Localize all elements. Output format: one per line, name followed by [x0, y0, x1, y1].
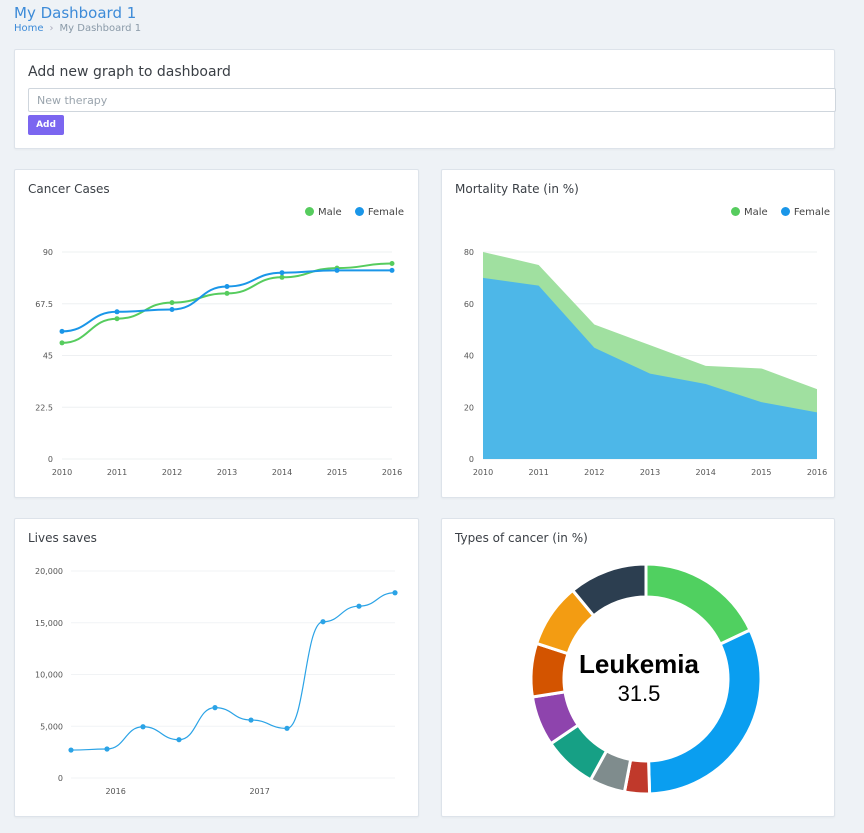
chart-title: Cancer Cases: [28, 182, 110, 196]
x-tick-label: 2015: [751, 468, 771, 477]
pie-slice: [570, 562, 648, 618]
breadcrumb: Home › My Dashboard 1: [14, 23, 141, 34]
legend-label: Female: [793, 207, 830, 218]
mortality-rate-card: Mortality Rate (in %) Male Female 0 20 40 6…: [441, 169, 835, 498]
data-point: [169, 307, 175, 312]
y-tick-label: 40: [464, 352, 474, 361]
new-therapy-input[interactable]: [28, 88, 836, 112]
x-tick-label: 2010: [473, 468, 493, 477]
x-tick-label: 2011: [528, 468, 548, 477]
chart-title: Types of cancer (in %): [455, 531, 588, 545]
data-point: [392, 590, 398, 596]
x-tick-label: 2016: [382, 468, 402, 477]
legend-item-male[interactable]: Male: [304, 207, 342, 218]
legend-label: Female: [367, 207, 404, 218]
legend-dot: [354, 207, 364, 216]
x-tick-label: 2015: [327, 468, 347, 477]
series-line-female: [61, 269, 392, 333]
y-tick-label: 20: [464, 403, 474, 412]
x-tick-label: 2012: [584, 468, 604, 477]
mortality-rate-chart: 0 20 40 60 80 2010 2011 2012 2013 2014 2015 2016: [464, 248, 827, 477]
add-graph-heading: Add new graph to dashboard: [28, 64, 231, 80]
data-point: [279, 270, 285, 276]
legend-label: Male: [317, 207, 342, 218]
series-line: [70, 592, 396, 751]
x-tick-label: 2016: [807, 468, 827, 477]
x-tick-label: 2013: [217, 468, 237, 477]
data-point: [114, 309, 120, 315]
chevron-right-icon: ›: [49, 23, 54, 34]
series-line-male: [61, 262, 393, 344]
chart-legend: Male Female: [295, 207, 404, 218]
data-point: [389, 261, 395, 266]
pie-center-value: 31.5: [618, 681, 661, 706]
y-tick-label: 0: [48, 455, 53, 464]
y-tick-label: 22.5: [35, 403, 53, 412]
legend-item-female[interactable]: Female: [354, 207, 404, 218]
data-point: [176, 737, 182, 743]
y-tick-label: 0: [58, 774, 63, 783]
y-tick-label: 20,000: [35, 567, 63, 576]
data-point: [59, 340, 65, 346]
data-point: [224, 290, 230, 296]
y-tick-label: 10,000: [35, 671, 63, 680]
data-point: [224, 284, 230, 289]
x-tick-label: 2014: [695, 468, 715, 477]
y-tick-label: 60: [464, 300, 474, 309]
data-point: [169, 300, 175, 306]
data-point: [320, 619, 326, 625]
chart-title: Lives saves: [28, 531, 97, 545]
y-tick-label: 5,000: [40, 722, 63, 731]
x-tick-label: 2013: [640, 468, 660, 477]
data-point: [389, 267, 395, 273]
data-point: [59, 328, 65, 334]
data-point: [248, 717, 254, 723]
y-tick-label: 45: [43, 352, 53, 361]
page-title: My Dashboard 1: [14, 4, 137, 22]
legend-dot: [780, 207, 790, 216]
data-point: [114, 316, 120, 322]
y-tick-label: 15,000: [35, 619, 63, 628]
breadcrumb-current: My Dashboard 1: [59, 23, 142, 34]
legend-label: Male: [743, 207, 768, 218]
x-tick-label: 2017: [249, 787, 269, 796]
pie-center-label: Leukemia: [579, 649, 699, 679]
data-point: [68, 747, 74, 753]
data-point: [334, 267, 340, 273]
lives-saves-card: Lives saves 0 5,000 10,000 15,000 20,000 2016…: [14, 518, 419, 817]
lives-saves-chart: 0 5,000 10,000 15,000 20,000 2016 2017: [35, 567, 398, 796]
data-point: [140, 724, 146, 730]
legend-dot: [730, 207, 740, 216]
legend-dot: [304, 207, 314, 216]
pie-slice: [644, 562, 753, 647]
chart-title: Mortality Rate (in %): [455, 182, 579, 196]
data-point: [279, 274, 285, 280]
y-tick-label: 0: [469, 455, 474, 464]
add-graph-card: Add new graph to dashboard Add: [14, 49, 836, 149]
legend-item-female[interactable]: Female: [780, 207, 830, 218]
x-tick-label: 2012: [162, 468, 182, 477]
x-tick-label: 2014: [272, 468, 292, 477]
types-of-cancer-card: Types of cancer (in %) Leukemia 31.5: [441, 518, 835, 817]
y-tick-label: 67.5: [35, 300, 53, 309]
y-tick-label: 80: [464, 248, 474, 257]
breadcrumb-home-link[interactable]: Home: [14, 23, 44, 34]
chart-legend: Male Female: [721, 207, 830, 218]
x-tick-label: 2016: [105, 787, 125, 796]
y-tick-label: 90: [43, 248, 53, 257]
cancer-cases-chart: 0 22.5 45 67.5 90 2010 2011 2012 2013 2014 2015 201…: [35, 248, 402, 477]
legend-item-male[interactable]: Male: [730, 207, 768, 218]
x-tick-label: 2010: [52, 468, 72, 477]
add-button[interactable]: Add: [28, 115, 64, 135]
data-point: [284, 725, 290, 731]
data-point: [104, 746, 110, 752]
data-point: [356, 603, 362, 609]
x-tick-label: 2011: [107, 468, 127, 477]
cancer-cases-card: Cancer Cases Male Female 0 22.5 45 67.5 90 20…: [14, 169, 419, 498]
series-area-female: [483, 277, 817, 459]
data-point: [212, 705, 218, 711]
